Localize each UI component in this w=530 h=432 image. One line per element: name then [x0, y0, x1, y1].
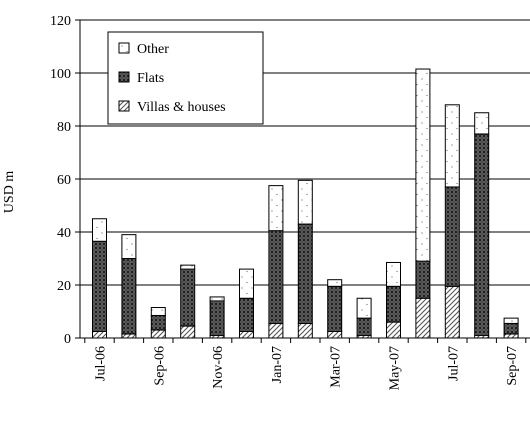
x-tick-label-jul-06: Jul-06 [94, 346, 109, 381]
bars-group [92, 68, 519, 339]
y-axis-label: USD m [2, 171, 17, 214]
bar-flats-aug-07 [474, 133, 490, 336]
bar-flats-jun-07 [415, 260, 431, 299]
bar-flats-mar-07 [327, 285, 343, 332]
axes [75, 19, 530, 343]
legend-item-flats: Flats [118, 71, 164, 86]
bar-other-mar-07 [327, 279, 343, 287]
bar-flats-nov-06 [209, 300, 225, 336]
legend-swatch-flats [118, 71, 130, 83]
bar-other-dec-06 [239, 268, 254, 299]
bar-villas-houses-jun-07 [415, 297, 431, 339]
x-tick-label-sep-06: Sep-06 [152, 346, 167, 386]
bar-other-may-07 [386, 261, 401, 287]
legend-item-villas-houses: Villas & houses [118, 100, 226, 115]
bar-villas-houses-feb-07 [297, 322, 313, 339]
y-tick-label-80: 80 [57, 120, 71, 135]
bar-other-apr-07 [356, 297, 372, 319]
bar-other-jan-07 [268, 185, 284, 232]
bar-flats-jul-06 [92, 240, 107, 332]
legend-label-flats: Flats [137, 71, 164, 86]
y-tick-label-120: 120 [50, 14, 71, 29]
legend-item-other: Other [118, 42, 169, 57]
y-tick-label-40: 40 [57, 226, 71, 241]
bar-flats-may-07 [386, 285, 401, 323]
x-tick-label-jul-07: Jul-07 [446, 346, 461, 381]
x-tick-label-jan-07: Jan-07 [270, 346, 285, 383]
bar-flats-jan-07 [268, 230, 284, 324]
bar-other-jun-07 [415, 68, 431, 262]
legend-label-villas-houses: Villas & houses [137, 100, 226, 115]
legend-swatch-villas-houses [118, 100, 130, 112]
bar-other-jul-07 [444, 104, 460, 188]
x-tick-labels: Jul-06 Sep-06 Nov-06 Jan-07 Mar-07 May-07 Jul-… [94, 346, 521, 390]
bar-other-aug-07 [474, 112, 490, 135]
bar-villas-houses-may-07 [386, 321, 401, 339]
legend-label-other: Other [137, 42, 169, 57]
bar-flats-aug-06 [121, 258, 137, 335]
bar-flats-jul-07 [444, 186, 460, 287]
y-tick-label-100: 100 [50, 67, 71, 82]
y-tick-label-20: 20 [57, 279, 71, 294]
bar-villas-houses-mar-07 [327, 330, 343, 339]
bar-villas-houses-aug-06 [121, 333, 137, 339]
bar-villas-houses-jul-07 [444, 285, 460, 339]
bar-other-jul-06 [92, 218, 107, 242]
bar-villas-houses-dec-06 [239, 330, 254, 339]
x-tick-label-nov-06: Nov-06 [211, 346, 226, 389]
y-axis-label-group: USD m [2, 171, 17, 214]
bar-flats-dec-06 [239, 297, 254, 332]
bar-other-nov-06 [209, 296, 225, 302]
y-tick-label-60: 60 [57, 173, 71, 188]
bar-villas-houses-jan-07 [268, 322, 284, 339]
y-tick-labels: 0 20 40 60 80 100 120 [50, 14, 71, 347]
legend: Other Flats Villas & houses [107, 31, 264, 125]
legend-swatch-other [118, 42, 130, 54]
bar-flats-oct-06 [180, 268, 196, 327]
bar-villas-houses-oct-06 [180, 325, 196, 339]
bar-villas-houses-sep-07 [503, 333, 519, 339]
x-tick-label-may-07: May-07 [388, 346, 403, 390]
x-tick-label-sep-07: Sep-07 [505, 346, 520, 386]
bar-other-sep-07 [503, 317, 519, 324]
bar-villas-houses-jul-06 [92, 330, 107, 339]
bar-other-sep-06 [150, 307, 166, 316]
bar-flats-apr-07 [356, 317, 372, 336]
bar-other-feb-07 [297, 179, 313, 225]
bar-other-oct-06 [180, 264, 196, 270]
legend-box [107, 31, 264, 125]
bar-villas-houses-sep-06 [150, 329, 166, 339]
bar-flats-feb-07 [297, 223, 313, 324]
bar-flats-sep-07 [503, 322, 519, 335]
y-tick-label-0: 0 [64, 332, 71, 347]
bar-flats-sep-06 [150, 314, 166, 331]
x-tick-label-mar-07: Mar-07 [329, 346, 344, 388]
bar-other-aug-06 [121, 234, 137, 259]
